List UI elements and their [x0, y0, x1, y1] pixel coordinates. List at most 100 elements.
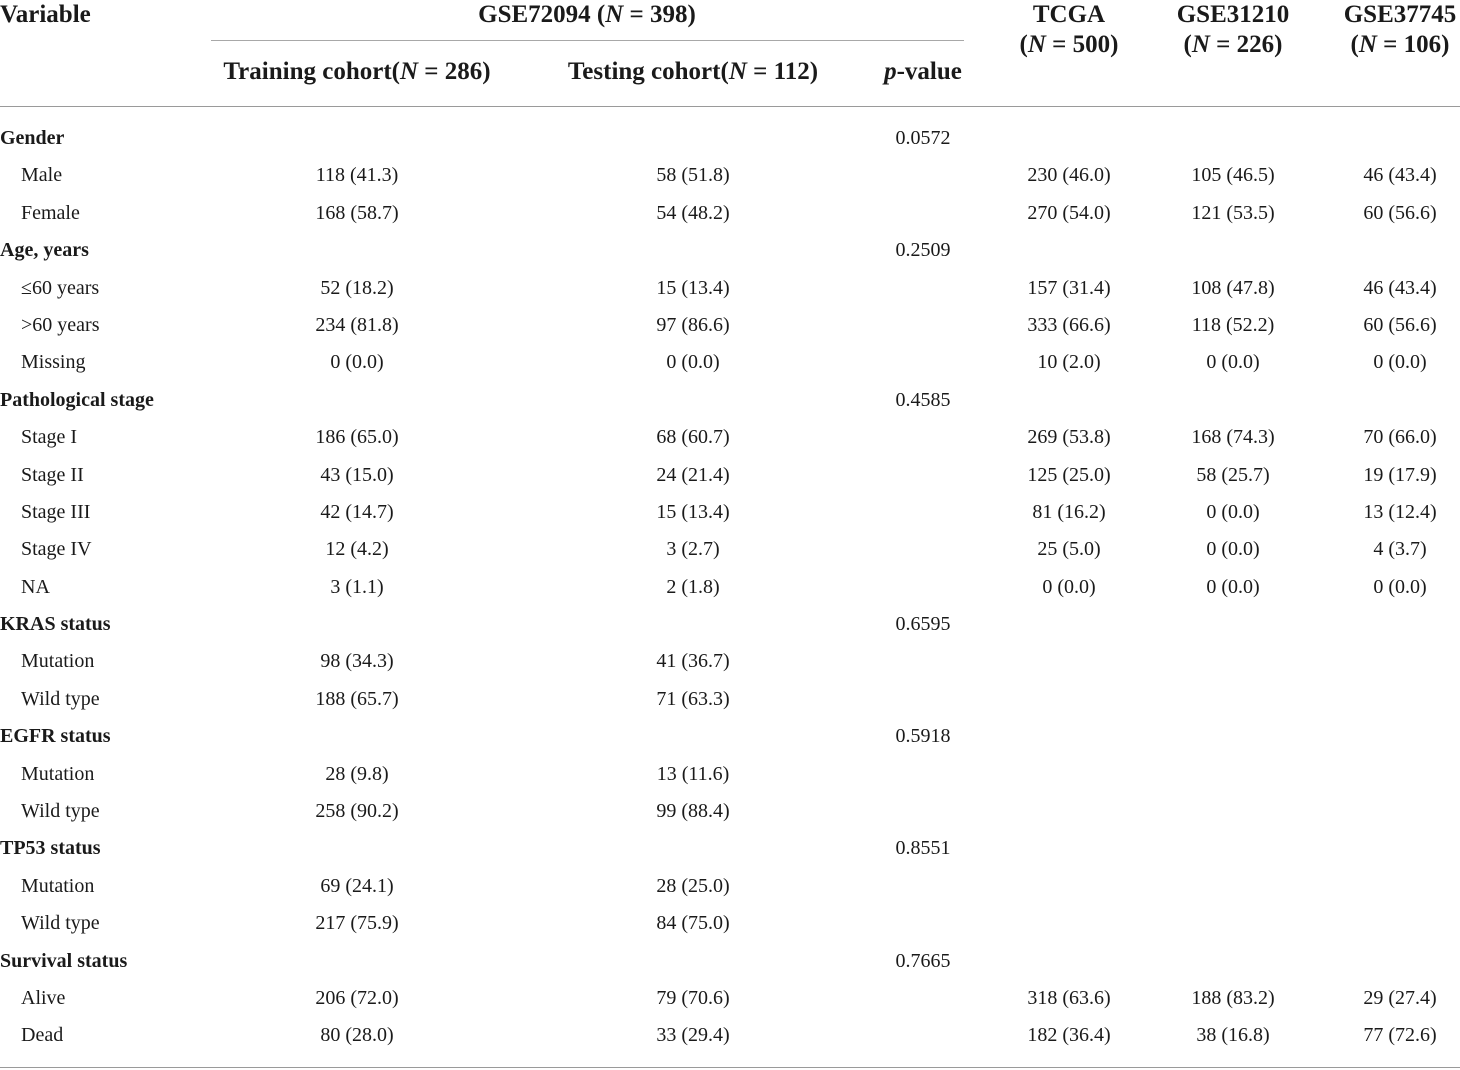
cell-tcga: 318 (63.6)	[1027, 986, 1111, 1009]
table-row: Wild type 188 (65.7) 71 (63.3)	[0, 681, 1460, 718]
category-row: Age, years 0.2509	[0, 232, 1460, 269]
category-row: Pathological stage 0.4585	[0, 382, 1460, 419]
cell-gse31210: 0 (0.0)	[1206, 351, 1260, 374]
cell-testing: 68 (60.7)	[656, 426, 730, 449]
cell-training: 28 (9.8)	[325, 762, 389, 785]
p-value-p: p	[884, 58, 897, 85]
cell-variable: Mutation	[21, 650, 95, 673]
table-row: ≤60 years 52 (18.2) 15 (13.4) 157 (31.4) 108…	[0, 270, 1460, 307]
table-row: Stage IV 12 (4.2) 3 (2.7) 25 (5.0) 0 (0.0) 4 …	[0, 531, 1460, 568]
gse31210-open: (	[1183, 31, 1192, 58]
cell-gse37745: 60 (56.6)	[1363, 313, 1437, 336]
cell-gse37745: 29 (27.4)	[1363, 986, 1437, 1009]
cell-variable: Gender	[0, 127, 65, 149]
cell-variable: Female	[21, 201, 80, 224]
table-row: Stage II 43 (15.0) 24 (21.4) 125 (25.0) 58 (…	[0, 457, 1460, 494]
cell-gse31210: 118 (52.2)	[1191, 313, 1275, 336]
cell-variable: Mutation	[21, 874, 95, 897]
cell-tcga: 269 (53.8)	[1027, 426, 1111, 449]
cell-gse31210: 105 (46.5)	[1191, 164, 1275, 187]
cell-tcga: 270 (54.0)	[1027, 201, 1111, 224]
cell-variable: Alive	[21, 986, 66, 1009]
testing-label: Testing cohort(	[567, 58, 729, 85]
header-p-value: p-value	[884, 57, 962, 87]
cell-gse37745: 77 (72.6)	[1363, 1024, 1437, 1047]
cell-training: 118 (41.3)	[315, 164, 399, 187]
cell-p-value: 0.2509	[895, 239, 951, 262]
category-row: Gender 0.0572	[0, 120, 1460, 157]
gse37745-n-val: = 106)	[1376, 31, 1450, 58]
cell-variable: Wild type	[21, 912, 100, 935]
table-row: Stage III 42 (14.7) 15 (13.4) 81 (16.2) 0 (0…	[0, 494, 1460, 531]
training-label: Training cohort(	[223, 58, 400, 85]
testing-n-var: N	[728, 58, 747, 85]
cell-training: 98 (34.3)	[320, 650, 394, 673]
header-gse72094: GSE72094 (N = 398)	[478, 0, 696, 30]
cell-tcga: 157 (31.4)	[1027, 276, 1111, 299]
gse31210-name: GSE31210	[1176, 1, 1290, 28]
cell-testing: 97 (86.6)	[656, 313, 730, 336]
cell-tcga: 0 (0.0)	[1042, 575, 1096, 598]
cell-p-value: 0.4585	[895, 388, 951, 411]
table-body: Gender 0.0572 Male 118 (41.3) 58 (51.8) 230 (…	[0, 120, 1460, 1055]
cell-training: 168 (58.7)	[315, 201, 399, 224]
cell-tcga: 10 (2.0)	[1037, 351, 1101, 374]
gse31210-n-var: N	[1191, 31, 1210, 58]
cell-gse37745: 46 (43.4)	[1363, 164, 1437, 187]
cell-training: 52 (18.2)	[320, 276, 394, 299]
cell-training: 42 (14.7)	[320, 500, 394, 523]
gse37745-n: (N = 106)	[1344, 30, 1457, 60]
cell-gse37745: 0 (0.0)	[1373, 575, 1427, 598]
tcga-n: (N = 500)	[1020, 30, 1119, 60]
table-row: Female 168 (58.7) 54 (48.2) 270 (54.0) 121 (…	[0, 195, 1460, 232]
table-row: Mutation 98 (34.3) 41 (36.7)	[0, 643, 1460, 680]
table-row: Male 118 (41.3) 58 (51.8) 230 (46.0) 105 (46…	[0, 157, 1460, 194]
category-row: Survival status 0.7665	[0, 943, 1460, 980]
cell-p-value: 0.8551	[895, 837, 951, 860]
cell-gse31210: 0 (0.0)	[1206, 538, 1260, 561]
cell-p-value: 0.7665	[895, 949, 951, 972]
cell-tcga: 25 (5.0)	[1037, 538, 1101, 561]
cell-testing: 41 (36.7)	[656, 650, 730, 673]
tcga-n-var: N	[1027, 31, 1046, 58]
table-bottom-rule	[0, 1067, 1460, 1068]
cell-gse31210: 38 (16.8)	[1196, 1024, 1270, 1047]
cell-training: 206 (72.0)	[315, 986, 399, 1009]
cell-training: 188 (65.7)	[315, 687, 399, 710]
cell-training: 0 (0.0)	[330, 351, 384, 374]
cell-variable: Dead	[21, 1024, 64, 1047]
cell-gse37745: 60 (56.6)	[1363, 201, 1437, 224]
cell-gse37745: 19 (17.9)	[1363, 463, 1437, 486]
cell-tcga: 125 (25.0)	[1027, 463, 1111, 486]
cell-testing: 13 (11.6)	[656, 762, 730, 785]
cell-p-value: 0.5918	[895, 725, 951, 748]
cell-p-value: 0.6595	[895, 613, 951, 636]
header-variable: Variable	[0, 1, 91, 28]
training-n-val: = 286)	[418, 58, 491, 85]
header-group-rule	[211, 40, 964, 41]
cell-variable: Missing	[21, 351, 86, 374]
cell-training: 43 (15.0)	[320, 463, 394, 486]
header-bottom-rule	[0, 106, 1460, 107]
gse37745-name: GSE37745	[1343, 1, 1457, 28]
gse31210-n-val: = 226)	[1209, 31, 1283, 58]
gse72094-n-val: = 398)	[623, 1, 696, 28]
cell-training: 258 (90.2)	[315, 800, 399, 823]
cell-variable: Age, years	[0, 239, 89, 262]
cell-gse37745: 0 (0.0)	[1373, 351, 1427, 374]
category-row: TP53 status 0.8551	[0, 830, 1460, 867]
cell-gse31210: 58 (25.7)	[1196, 463, 1270, 486]
cell-testing: 33 (29.4)	[656, 1024, 730, 1047]
cell-gse31210: 108 (47.8)	[1191, 276, 1275, 299]
p-value-rest: -value	[896, 58, 962, 85]
cell-variable: EGFR status	[0, 725, 111, 748]
header-gse31210: GSE31210 (N = 226)	[1177, 0, 1290, 60]
table-row: Mutation 28 (9.8) 13 (11.6)	[0, 756, 1460, 793]
cell-testing: 24 (21.4)	[656, 463, 730, 486]
tcga-open: (	[1019, 31, 1028, 58]
table-row: >60 years 234 (81.8) 97 (86.6) 333 (66.6) 11…	[0, 307, 1460, 344]
cell-testing: 3 (2.7)	[666, 538, 720, 561]
tcga-name: TCGA	[1032, 1, 1106, 28]
cell-gse31210: 168 (74.3)	[1191, 426, 1275, 449]
cell-variable: Stage IV	[21, 538, 92, 561]
